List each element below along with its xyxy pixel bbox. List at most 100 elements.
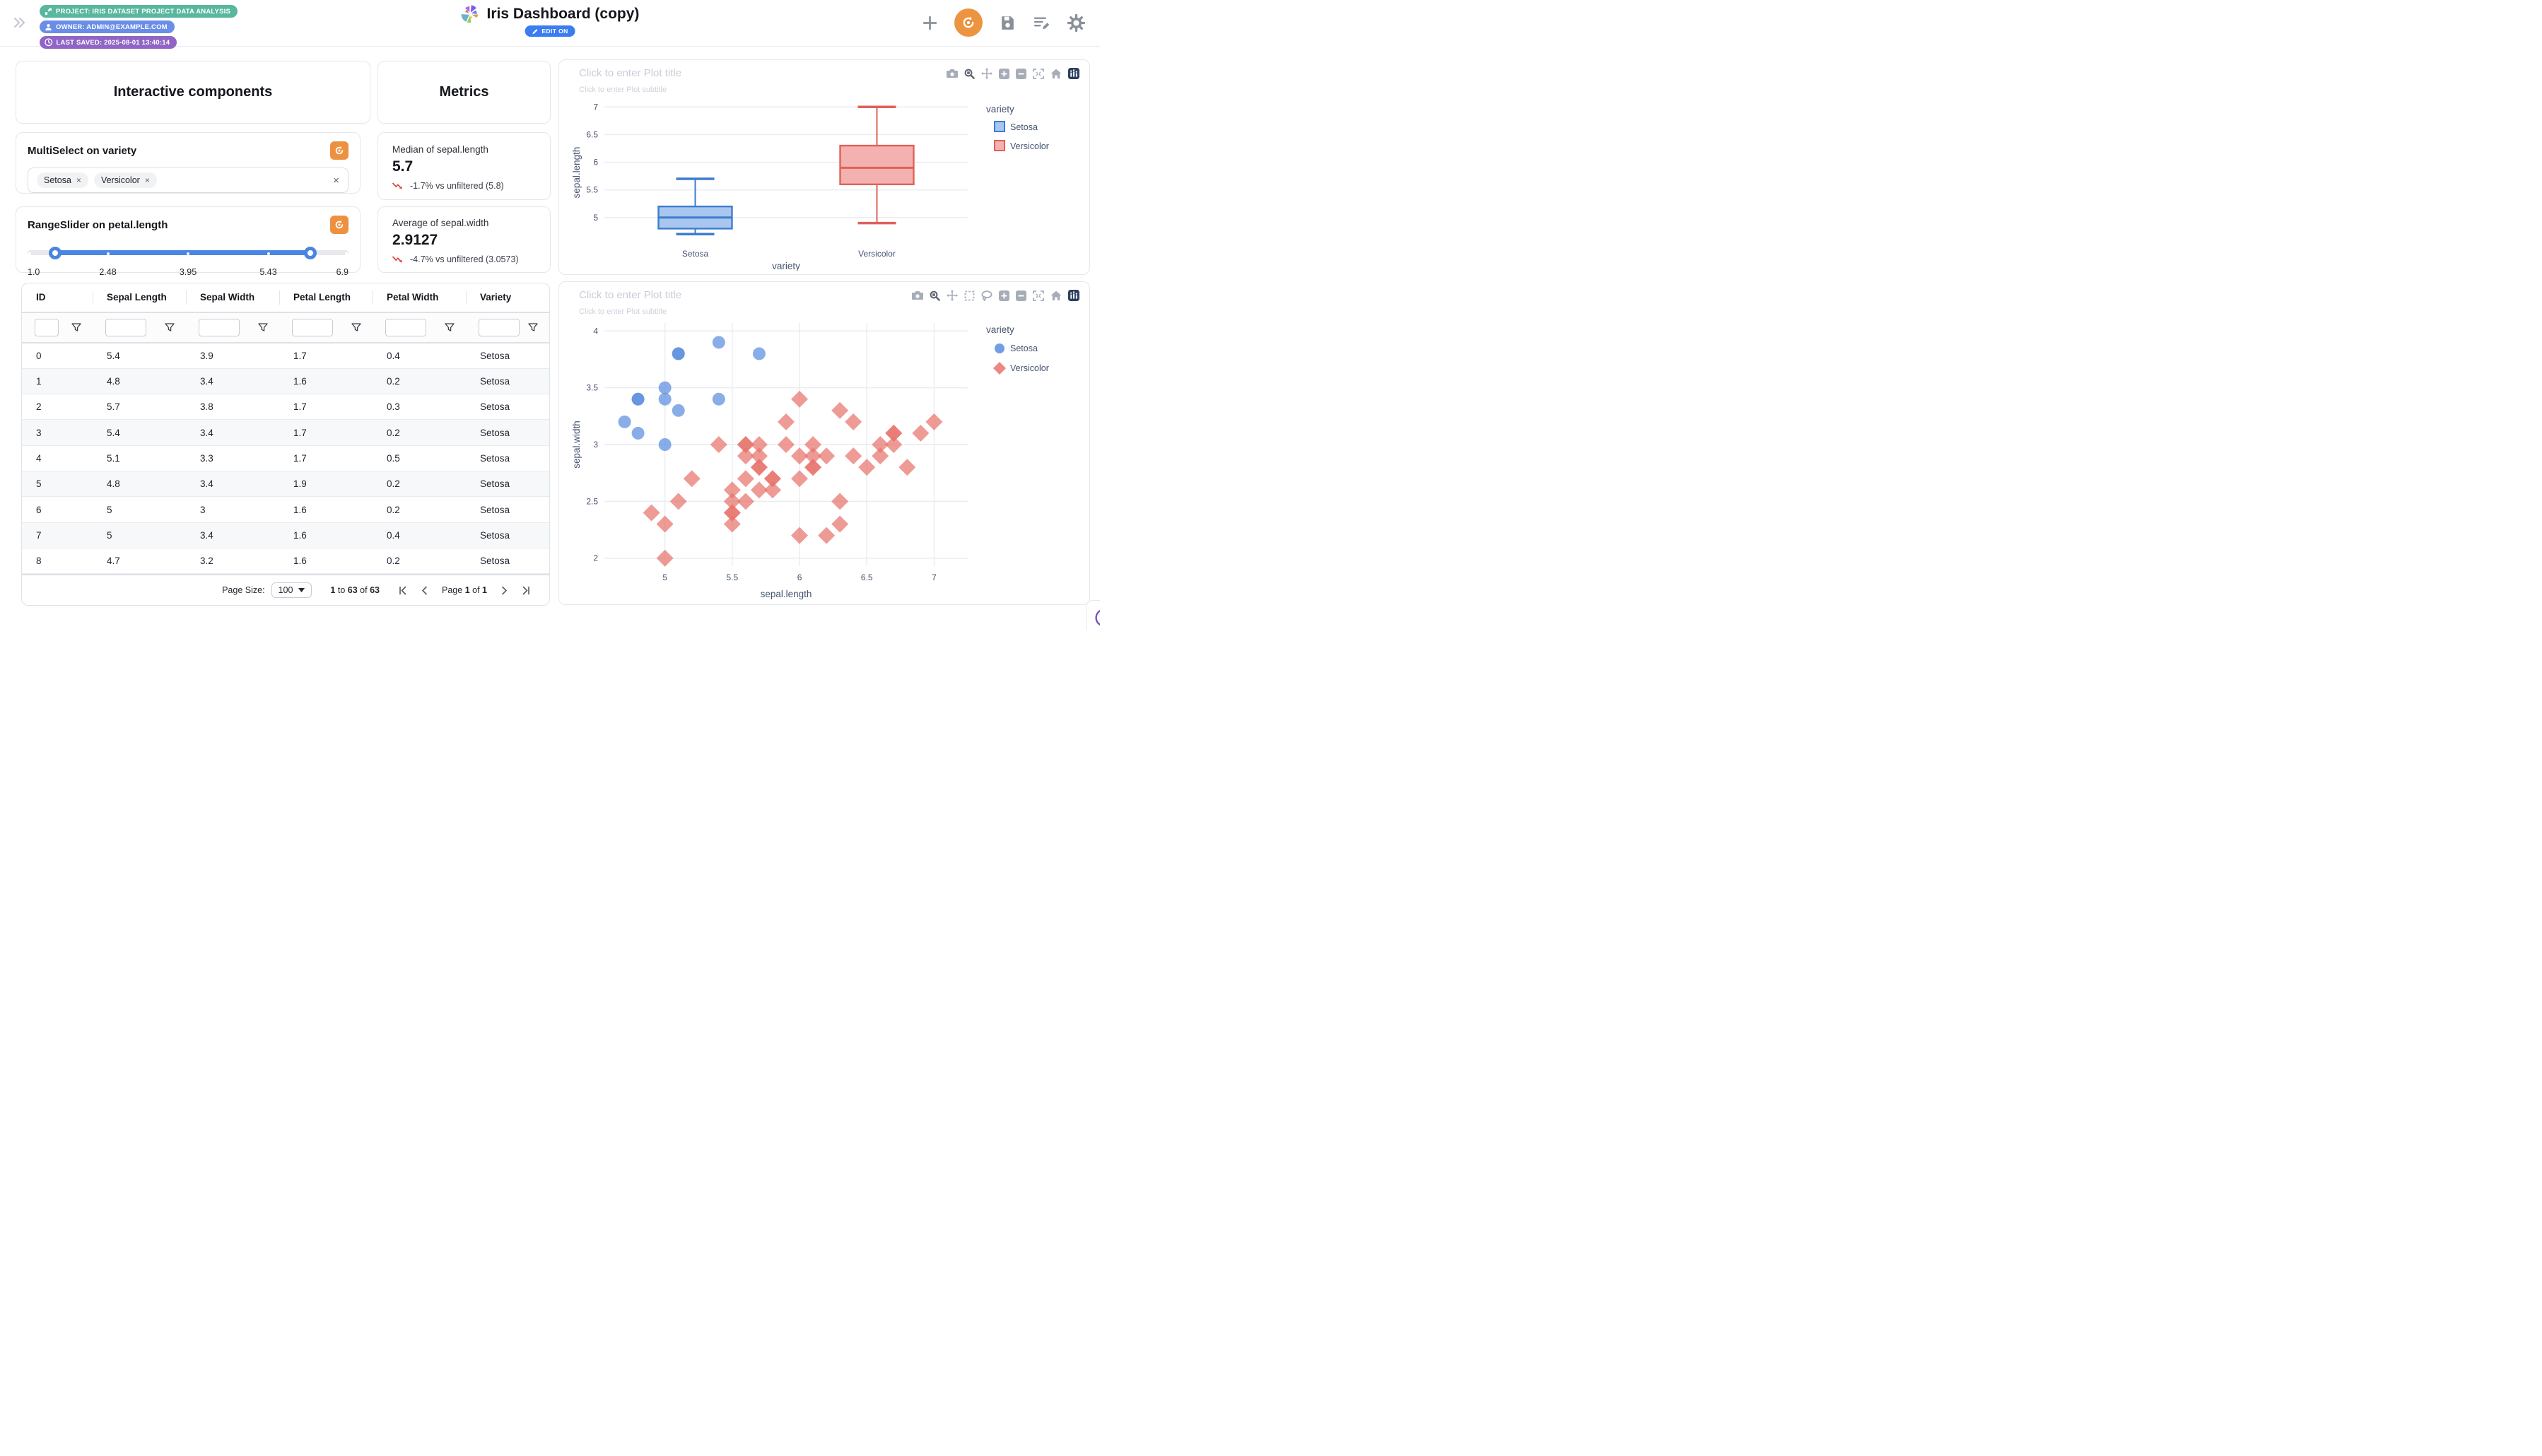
plot-modebar xyxy=(912,290,1079,301)
zoom-icon[interactable] xyxy=(930,290,940,301)
svg-text:7: 7 xyxy=(593,102,598,112)
svg-text:6.5: 6.5 xyxy=(861,573,873,582)
zoom-out-icon[interactable] xyxy=(1016,68,1026,79)
legend-swatch[interactable] xyxy=(994,121,1005,132)
prev-page-icon[interactable] xyxy=(420,586,429,595)
collapse-panel-button[interactable] xyxy=(1086,600,1100,630)
settings-icon[interactable] xyxy=(1067,13,1086,33)
camera-icon[interactable] xyxy=(912,290,923,300)
table-cell: 0.2 xyxy=(387,504,400,515)
filter-input-sepal-length[interactable] xyxy=(105,318,146,336)
svg-text:2: 2 xyxy=(593,553,598,563)
slider-tick-dot xyxy=(266,252,270,255)
chip-remove-icon[interactable]: × xyxy=(144,175,150,185)
multiselect-reset-button[interactable] xyxy=(330,141,348,160)
page-nav: Page 1 of 1 xyxy=(398,585,531,595)
table-cell: 3.4 xyxy=(200,479,213,490)
filter-icon[interactable] xyxy=(165,323,175,332)
table-cell: Setosa xyxy=(480,504,510,515)
zoom-in-icon[interactable] xyxy=(999,68,1009,79)
filter-input-petal-length[interactable] xyxy=(292,318,333,336)
reset-home-icon[interactable] xyxy=(1050,290,1062,301)
legend-swatch[interactable] xyxy=(993,362,1006,375)
reset-home-icon[interactable] xyxy=(1050,69,1062,79)
zoom-out-icon[interactable] xyxy=(1016,290,1026,301)
rangeslider-reset-button[interactable] xyxy=(330,216,348,234)
chevron-down-icon xyxy=(298,588,305,593)
column-header[interactable]: Sepal Width xyxy=(186,292,279,303)
legend-swatch[interactable] xyxy=(995,344,1004,353)
first-page-icon[interactable] xyxy=(398,586,407,595)
slider-tick-label: 3.95 xyxy=(179,267,197,277)
chip-remove-icon[interactable]: × xyxy=(76,175,81,185)
metric-card-average: Average of sepal.width 2.9127 -4.7% vs u… xyxy=(377,206,551,273)
edit-mode-toggle[interactable]: EDIT ON xyxy=(525,25,575,37)
table-cell: Setosa xyxy=(480,479,510,490)
plot-title-placeholder[interactable]: Click to enter Plot title xyxy=(579,67,682,79)
plot-subtitle-placeholder[interactable]: Click to enter Plot subtitle xyxy=(579,86,667,94)
table-cell: 0.5 xyxy=(387,452,400,464)
zoom-icon[interactable] xyxy=(964,69,975,79)
svg-text:5: 5 xyxy=(593,213,598,223)
plotly-logo-icon[interactable] xyxy=(1068,290,1079,301)
camera-icon[interactable] xyxy=(947,69,958,78)
multiselect-clear-icon[interactable]: × xyxy=(333,174,339,187)
column-header[interactable]: Petal Width xyxy=(373,292,466,303)
add-icon[interactable] xyxy=(922,15,938,31)
svg-text:sepal.width: sepal.width xyxy=(571,421,582,469)
filter-input-petal-width[interactable] xyxy=(385,318,426,336)
filter-input-variety[interactable] xyxy=(479,318,520,336)
plot-title-placeholder[interactable]: Click to enter Plot title xyxy=(579,289,682,301)
header-badges: PROJECT: IRIS DATASET PROJECT DATA ANALY… xyxy=(40,5,238,49)
reset-icon xyxy=(963,16,974,28)
table-cell: 7 xyxy=(36,529,42,541)
page-size-select[interactable]: 100 xyxy=(271,582,312,599)
table-cell: 3 xyxy=(36,427,42,438)
multiselect-title: MultiSelect on variety xyxy=(28,145,137,157)
table-row: 7 5 3.4 1.6 0.4 Setosa xyxy=(22,522,549,548)
legend-swatch[interactable] xyxy=(994,140,1005,151)
column-header[interactable]: Petal Length xyxy=(279,292,373,303)
next-page-icon[interactable] xyxy=(500,586,509,595)
column-header[interactable]: Sepal Length xyxy=(93,292,186,303)
slider-handle-min[interactable] xyxy=(49,246,62,259)
plotly-logo-icon[interactable] xyxy=(1068,68,1079,79)
expand-sidebar-icon[interactable] xyxy=(11,14,28,35)
data-table: ID Sepal Length Sepal Width Petal Length Pet… xyxy=(21,283,550,606)
trend-down-icon xyxy=(392,182,402,189)
filter-icon[interactable] xyxy=(351,323,361,332)
selected-chip[interactable]: Versicolor × xyxy=(93,172,157,188)
box-select-icon[interactable] xyxy=(964,290,975,301)
zoom-in-icon[interactable] xyxy=(999,290,1009,301)
lasso-icon[interactable] xyxy=(981,290,992,301)
slider-tick-dot xyxy=(106,252,110,255)
filter-icon[interactable] xyxy=(71,323,81,332)
save-icon[interactable] xyxy=(999,14,1017,32)
edit-list-icon[interactable] xyxy=(1033,14,1050,32)
column-header[interactable]: Variety xyxy=(466,292,549,303)
pan-icon[interactable] xyxy=(947,290,958,301)
last-page-icon[interactable] xyxy=(522,586,531,595)
multiselect-input[interactable]: Setosa × Versicolor × × xyxy=(28,168,348,193)
slider-handle-max[interactable] xyxy=(304,246,317,259)
filter-input-id[interactable] xyxy=(35,318,59,336)
autoscale-icon[interactable] xyxy=(1033,290,1044,301)
svg-text:6.5: 6.5 xyxy=(586,129,598,139)
reset-dashboard-button[interactable] xyxy=(954,8,983,37)
filter-input-sepal-width[interactable] xyxy=(199,318,240,336)
table-cell: 0.2 xyxy=(387,427,400,438)
slider-tick-label: 2.48 xyxy=(99,267,117,277)
svg-text:Versicolor: Versicolor xyxy=(1010,141,1049,151)
filter-icon[interactable] xyxy=(445,323,455,332)
filter-icon[interactable] xyxy=(528,323,538,332)
plot-subtitle-placeholder[interactable]: Click to enter Plot subtitle xyxy=(579,307,667,316)
table-cell: Setosa xyxy=(480,556,510,567)
table-cell: 0.4 xyxy=(387,350,400,361)
filter-icon[interactable] xyxy=(258,323,268,332)
selected-chip[interactable]: Setosa × xyxy=(37,172,88,188)
table-cell: 5.4 xyxy=(107,350,120,361)
autoscale-icon[interactable] xyxy=(1033,68,1044,79)
table-cell: 3.4 xyxy=(200,529,213,541)
column-header[interactable]: ID xyxy=(36,292,46,303)
pan-icon[interactable] xyxy=(981,68,992,79)
